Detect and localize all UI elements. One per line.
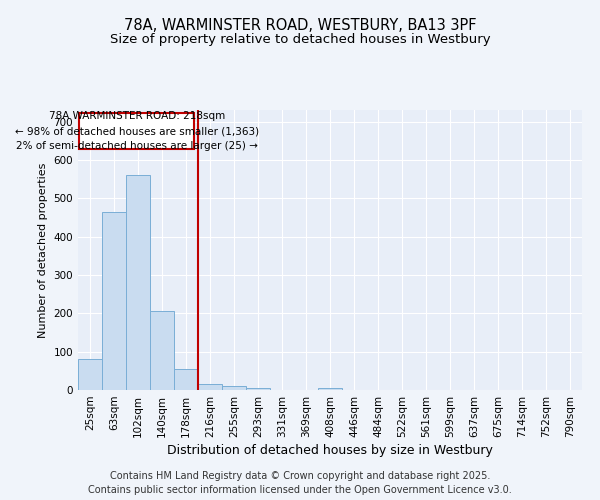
Bar: [222, 386, 246, 390]
Bar: [198, 384, 222, 390]
Bar: [102, 212, 126, 390]
Bar: [174, 369, 198, 390]
Text: 78A, WARMINSTER ROAD, WESTBURY, BA13 3PF: 78A, WARMINSTER ROAD, WESTBURY, BA13 3PF: [124, 18, 476, 32]
Bar: [126, 175, 150, 390]
Text: Contains HM Land Registry data © Crown copyright and database right 2025.
Contai: Contains HM Land Registry data © Crown c…: [88, 471, 512, 495]
Bar: [318, 388, 342, 390]
Bar: [246, 388, 270, 390]
X-axis label: Distribution of detached houses by size in Westbury: Distribution of detached houses by size …: [167, 444, 493, 457]
Bar: [79, 113, 194, 149]
Y-axis label: Number of detached properties: Number of detached properties: [38, 162, 48, 338]
Text: Size of property relative to detached houses in Westbury: Size of property relative to detached ho…: [110, 32, 490, 46]
Text: 78A WARMINSTER ROAD: 218sqm
← 98% of detached houses are smaller (1,363)
2% of s: 78A WARMINSTER ROAD: 218sqm ← 98% of det…: [15, 112, 259, 151]
Bar: [78, 360, 102, 390]
Bar: [150, 310, 174, 390]
